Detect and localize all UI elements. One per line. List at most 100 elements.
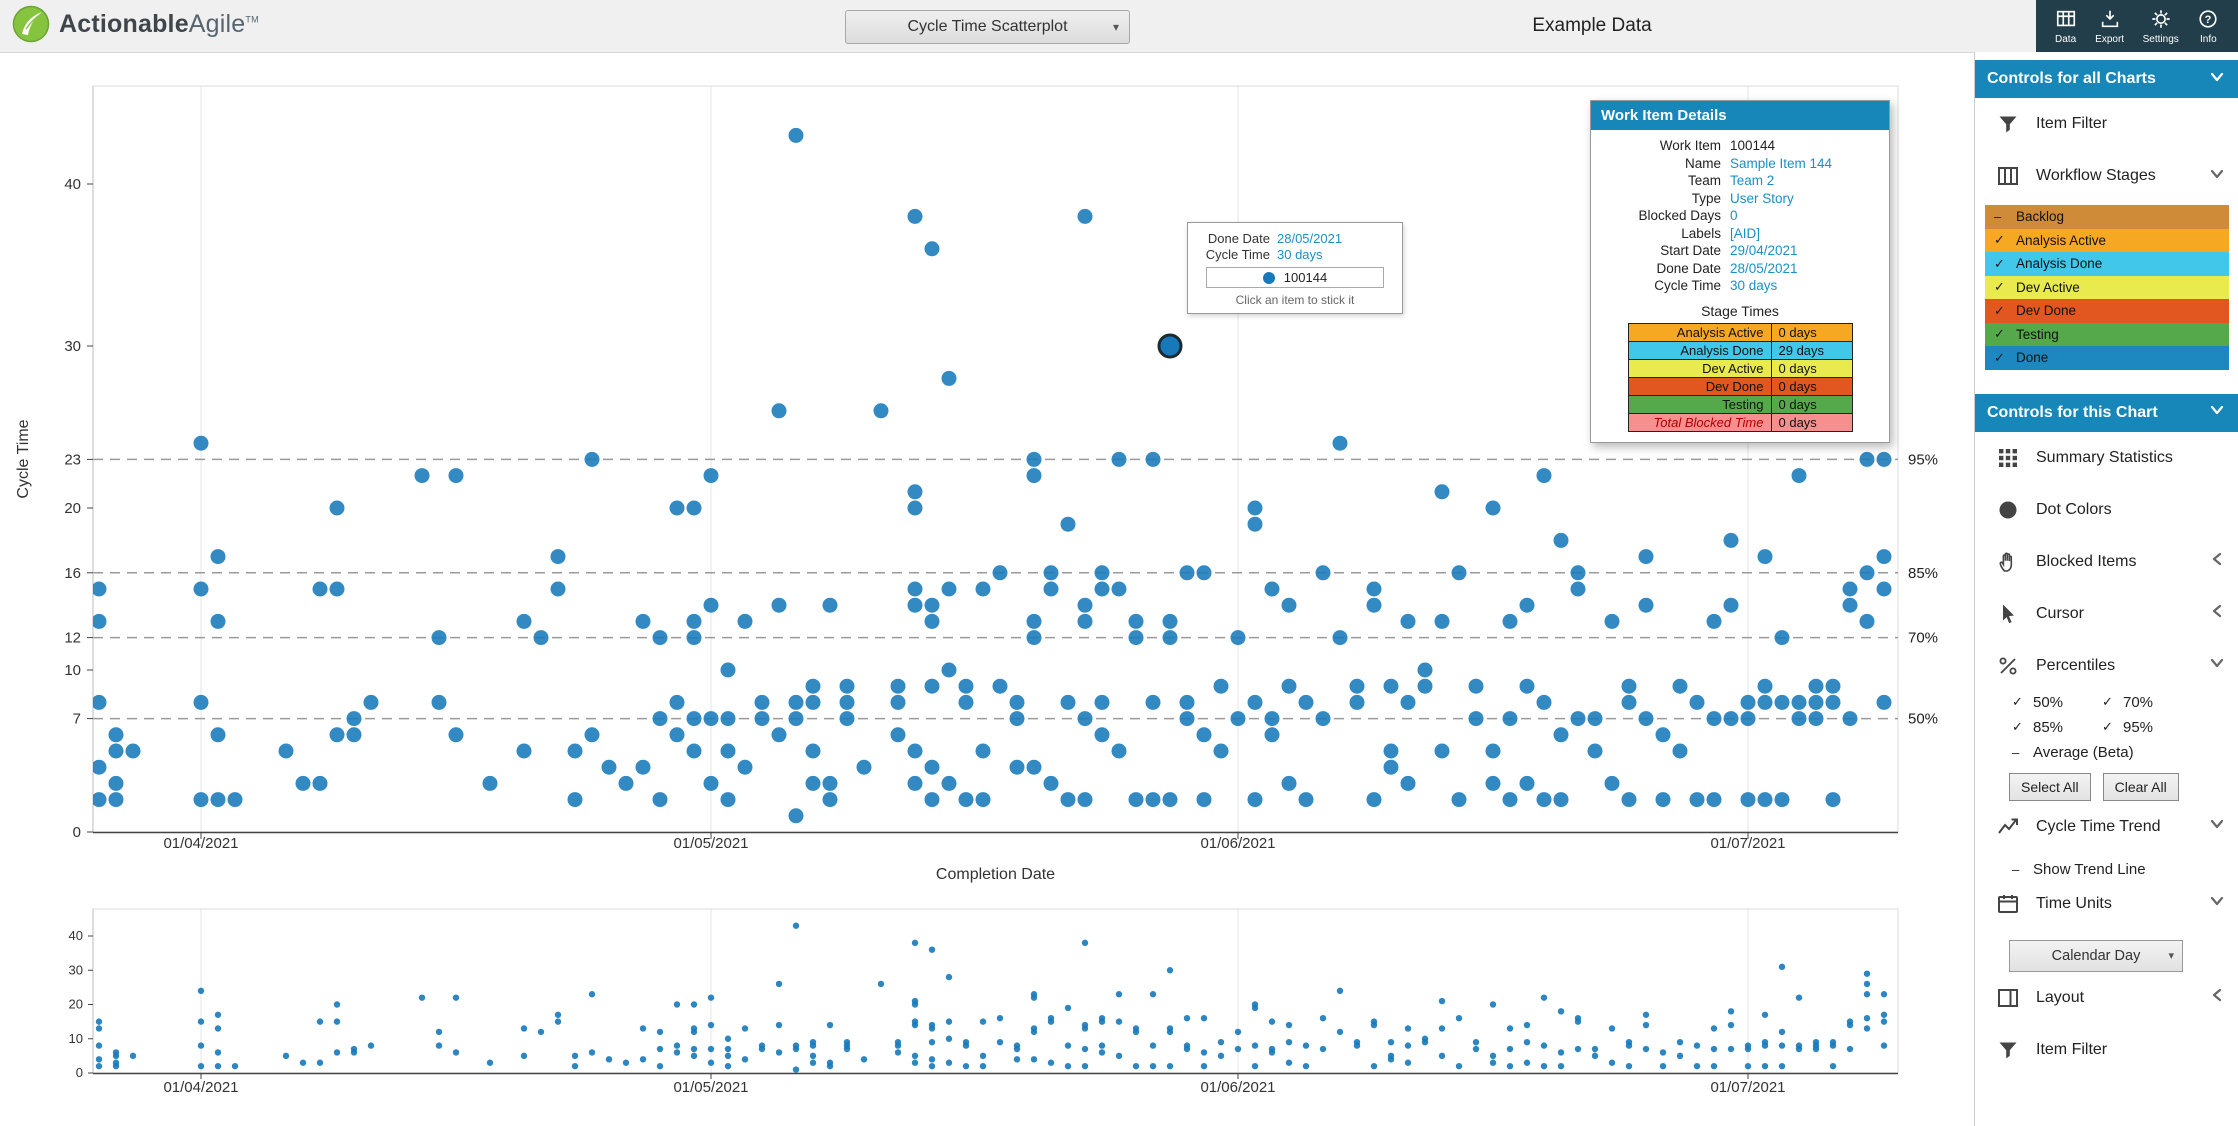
- data-point[interactable]: [1587, 743, 1603, 759]
- data-point[interactable]: [108, 775, 124, 791]
- data-point[interactable]: [1213, 678, 1229, 694]
- data-point[interactable]: [1417, 662, 1433, 678]
- data-point[interactable]: [567, 743, 583, 759]
- data-point[interactable]: [652, 792, 668, 808]
- data-point[interactable]: [669, 727, 685, 743]
- data-point[interactable]: [1434, 484, 1450, 500]
- data-point[interactable]: [1332, 630, 1348, 646]
- data-point[interactable]: [788, 808, 804, 824]
- sidebar-item-cycle-time-trend[interactable]: Cycle Time Trend: [1975, 801, 2238, 853]
- field-value[interactable]: 29/04/2021: [1730, 243, 1798, 259]
- data-point[interactable]: [533, 630, 549, 646]
- data-point[interactable]: [1145, 792, 1161, 808]
- data-point[interactable]: [550, 581, 566, 597]
- data-point[interactable]: [720, 792, 736, 808]
- data-point[interactable]: [788, 127, 804, 143]
- data-point[interactable]: [1094, 727, 1110, 743]
- data-point[interactable]: [907, 775, 923, 791]
- data-point[interactable]: [1298, 792, 1314, 808]
- data-point[interactable]: [92, 759, 107, 775]
- data-point[interactable]: [1196, 565, 1212, 581]
- data-point[interactable]: [805, 678, 821, 694]
- data-point[interactable]: [1519, 775, 1535, 791]
- data-point[interactable]: [363, 694, 379, 710]
- data-point[interactable]: [1383, 678, 1399, 694]
- data-point[interactable]: [227, 792, 243, 808]
- data-point[interactable]: [1553, 727, 1569, 743]
- data-point[interactable]: [924, 613, 940, 629]
- sidebar-item-workflow-stages[interactable]: Workflow Stages: [1975, 150, 2238, 202]
- data-point[interactable]: [941, 662, 957, 678]
- data-point[interactable]: [1621, 678, 1637, 694]
- data-point[interactable]: [193, 435, 209, 451]
- data-point[interactable]: [1400, 613, 1416, 629]
- data-point[interactable]: [1366, 581, 1382, 597]
- data-point[interactable]: [584, 727, 600, 743]
- data-point[interactable]: [1026, 613, 1042, 629]
- sidebar-item-dot-colors[interactable]: Dot Colors: [1975, 484, 2238, 536]
- data-point[interactable]: [1094, 565, 1110, 581]
- data-point[interactable]: [1621, 694, 1637, 710]
- data-point[interactable]: [1281, 775, 1297, 791]
- data-point[interactable]: [686, 500, 702, 516]
- data-point[interactable]: [329, 500, 345, 516]
- data-point[interactable]: [924, 597, 940, 613]
- checked-checkbox-icon[interactable]: ✓: [1994, 302, 2005, 318]
- data-point[interactable]: [1808, 711, 1824, 727]
- sidebar-item-blocked-items[interactable]: Blocked Items: [1975, 536, 2238, 588]
- export-button[interactable]: Export: [2095, 8, 2124, 45]
- data-point[interactable]: [703, 711, 719, 727]
- data-point[interactable]: [1553, 792, 1569, 808]
- data-point[interactable]: [210, 727, 226, 743]
- data-point[interactable]: [1383, 759, 1399, 775]
- data-point[interactable]: [1723, 597, 1739, 613]
- data-point[interactable]: [907, 743, 923, 759]
- data-point[interactable]: [1230, 630, 1246, 646]
- data-point[interactable]: [431, 694, 447, 710]
- data-point[interactable]: [92, 694, 107, 710]
- field-value[interactable]: User Story: [1730, 190, 1794, 206]
- data-point[interactable]: [1451, 565, 1467, 581]
- percentile-option-95[interactable]: ✓ 95%: [2102, 719, 2238, 736]
- data-point[interactable]: [329, 727, 345, 743]
- data-point[interactable]: [1485, 743, 1501, 759]
- data-point[interactable]: [1400, 775, 1416, 791]
- data-point[interactable]: [788, 694, 804, 710]
- data-point[interactable]: [1383, 743, 1399, 759]
- data-point[interactable]: [618, 775, 634, 791]
- data-point[interactable]: [1791, 694, 1807, 710]
- data-point[interactable]: [839, 711, 855, 727]
- data-point[interactable]: [1043, 565, 1059, 581]
- data-point[interactable]: [1077, 792, 1093, 808]
- data-point[interactable]: [108, 792, 124, 808]
- data-point[interactable]: [1502, 792, 1518, 808]
- data-point[interactable]: [1604, 775, 1620, 791]
- data-point[interactable]: [652, 630, 668, 646]
- data-point[interactable]: [75, 387, 90, 402]
- data-point[interactable]: [890, 727, 906, 743]
- data-point[interactable]: [1281, 678, 1297, 694]
- field-value[interactable]: 30 days: [1730, 278, 1778, 294]
- data-point[interactable]: [1774, 630, 1790, 646]
- data-point[interactable]: [1672, 678, 1688, 694]
- data-point[interactable]: [1638, 549, 1654, 565]
- data-point[interactable]: [805, 743, 821, 759]
- data-point[interactable]: [1043, 775, 1059, 791]
- data-point[interactable]: [108, 727, 124, 743]
- data-point[interactable]: [1366, 597, 1382, 613]
- data-point[interactable]: [1162, 630, 1178, 646]
- data-point[interactable]: [1757, 549, 1773, 565]
- data-point[interactable]: [516, 613, 532, 629]
- data-point[interactable]: [1162, 792, 1178, 808]
- data-point[interactable]: [1230, 711, 1246, 727]
- data-point[interactable]: [1060, 694, 1076, 710]
- data-point[interactable]: [1434, 613, 1450, 629]
- data-point[interactable]: [703, 775, 719, 791]
- data-point[interactable]: [312, 775, 328, 791]
- data-point[interactable]: [1655, 727, 1671, 743]
- data-point[interactable]: [448, 468, 464, 484]
- chart-type-dropdown[interactable]: Cycle Time Scatterplot ▾: [845, 10, 1130, 44]
- data-point[interactable]: [210, 613, 226, 629]
- data-point[interactable]: [941, 775, 957, 791]
- data-point[interactable]: [907, 581, 923, 597]
